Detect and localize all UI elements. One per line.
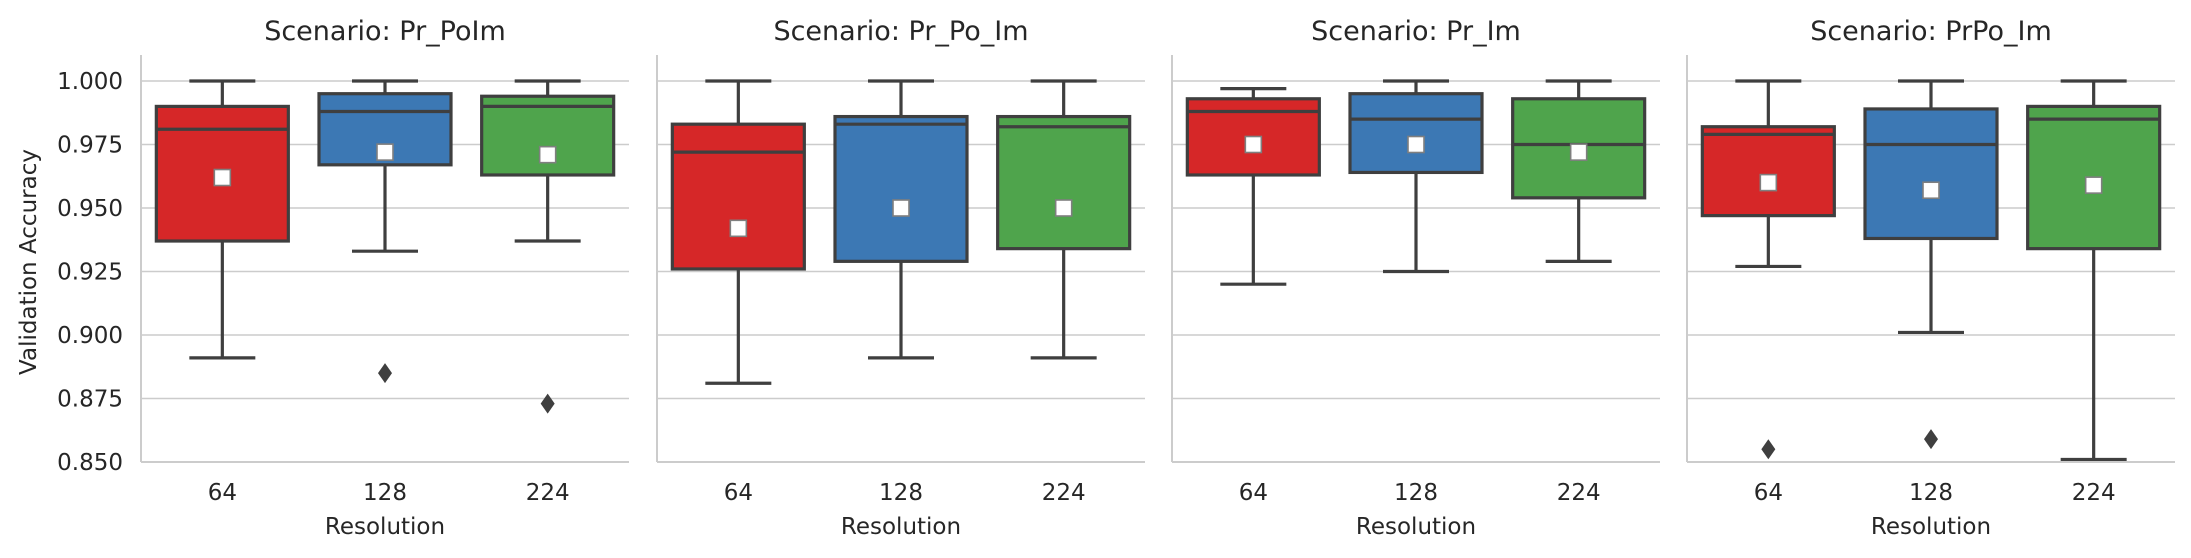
y-tick-label: 1.000 xyxy=(57,69,123,95)
x-axis-label: Resolution xyxy=(1871,514,1991,540)
panel-title: Scenario: Pr_Po_Im xyxy=(773,16,1028,47)
mean-marker xyxy=(892,199,910,217)
box-64 xyxy=(670,79,806,385)
x-axis-label: Resolution xyxy=(841,514,961,540)
box-224 xyxy=(2026,79,2162,462)
iqr-box xyxy=(996,114,1132,251)
x-tick-label: 128 xyxy=(363,480,407,506)
box-128 xyxy=(1863,79,1999,450)
y-axis-label: Validation Accuracy xyxy=(16,149,42,375)
mean-marker xyxy=(1054,199,1073,217)
panel-title: Scenario: PrPo_Im xyxy=(1810,16,2052,47)
y-tick-label: 0.850 xyxy=(57,450,123,476)
x-tick-label: 64 xyxy=(208,480,237,506)
iqr-box xyxy=(670,122,806,271)
x-tick-label: 64 xyxy=(1754,480,1783,506)
iqr-box xyxy=(1700,125,1836,218)
panel-4: Scenario: PrPo_Im Resolution 64 128 224 xyxy=(1686,16,2175,540)
mean-marker xyxy=(376,143,394,161)
panel-3: Scenario: Pr_Im Resolution 64 128 224 xyxy=(1171,16,1660,540)
box-224 xyxy=(480,79,616,414)
panel-title: Scenario: Pr_Im xyxy=(1311,16,1521,47)
panel-1: 0.850 0.875 0.900 0.925 0.950 0.975 1.000 Scena… xyxy=(57,16,629,540)
mean-marker xyxy=(729,219,748,238)
iqr-box xyxy=(833,114,969,263)
mean-marker xyxy=(1244,135,1263,154)
x-tick-label: 224 xyxy=(526,480,570,506)
mean-marker xyxy=(213,168,232,187)
box-224 xyxy=(1511,79,1647,263)
mean-marker xyxy=(1922,181,1940,200)
box-64 xyxy=(1185,87,1321,286)
mean-marker xyxy=(1569,143,1588,161)
outlier-point xyxy=(378,363,392,384)
box-64 xyxy=(1700,79,1836,460)
box-64 xyxy=(154,79,290,360)
panel-2: Scenario: Pr_Po_Im Resolution 64 128 224 xyxy=(656,16,1145,540)
y-tick-label: 0.950 xyxy=(57,196,123,222)
panel-title: Scenario: Pr_PoIm xyxy=(264,16,506,47)
mean-marker xyxy=(2084,176,2103,194)
mean-marker xyxy=(1407,135,1425,154)
iqr-box xyxy=(1348,92,1484,175)
mean-marker xyxy=(538,145,557,164)
x-tick-label: 64 xyxy=(1239,480,1268,506)
x-tick-label: 224 xyxy=(2072,480,2116,506)
y-tick-label: 0.875 xyxy=(57,387,123,413)
x-axis-label: Resolution xyxy=(1356,514,1476,540)
x-tick-label: 128 xyxy=(1909,480,1953,506)
y-tick-label: 0.900 xyxy=(57,323,123,349)
box-128 xyxy=(1348,79,1484,274)
iqr-box xyxy=(1863,107,1999,241)
outlier-point xyxy=(1924,429,1938,450)
mean-marker xyxy=(1759,173,1778,192)
x-tick-label: 224 xyxy=(1557,480,1601,506)
x-tick-label: 128 xyxy=(1394,480,1438,506)
box-128 xyxy=(833,79,969,360)
y-tick-label: 0.925 xyxy=(57,260,123,286)
outlier-point xyxy=(1761,439,1776,460)
x-tick-label: 224 xyxy=(1042,480,1086,506)
x-tick-label: 64 xyxy=(724,480,753,506)
y-tick-label: 0.975 xyxy=(57,133,123,159)
outlier-point xyxy=(540,393,555,414)
box-128 xyxy=(317,79,453,384)
x-axis-label: Resolution xyxy=(325,514,445,540)
x-tick-label: 128 xyxy=(879,480,923,506)
box-224 xyxy=(996,79,1132,360)
